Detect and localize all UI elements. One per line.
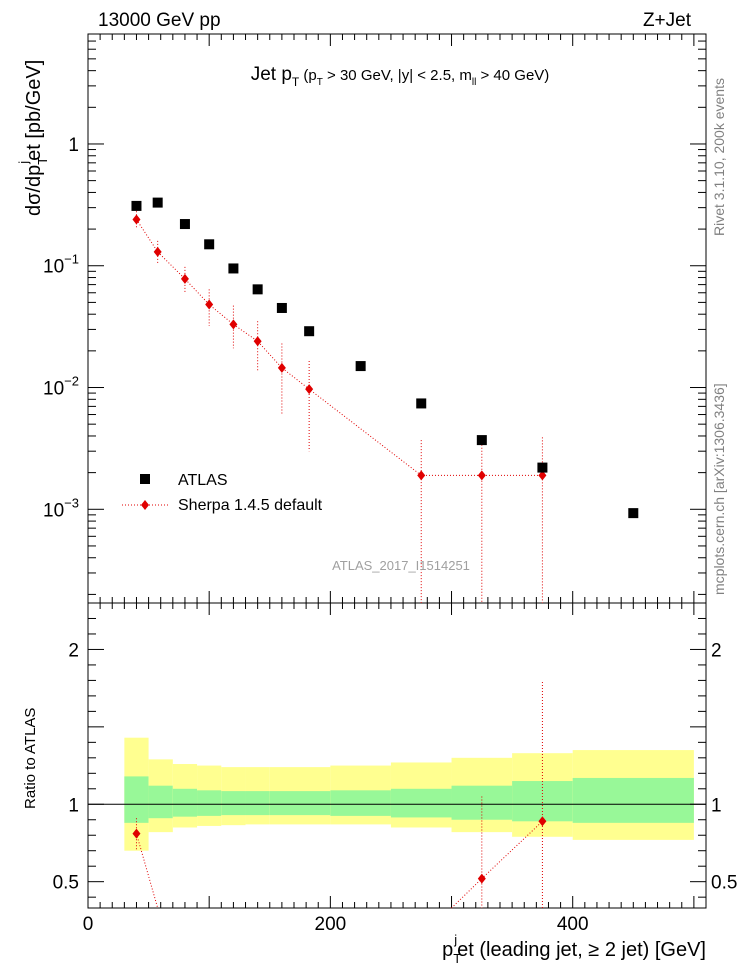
data-point [476, 435, 487, 446]
mcplots-label: mcplots.cern.ch [arXiv:1306.3436] [711, 383, 727, 595]
band-inner [269, 791, 294, 816]
mc-point [305, 384, 314, 395]
main-y-axis-label: dσ/dpTjet [pb/GeV] [16, 60, 50, 216]
legend: ATLAS Sherpa 1.4.5 default [122, 472, 323, 514]
y-tick-label: 10−3 [43, 495, 79, 521]
mc-point [229, 319, 238, 330]
ratio-y-tick-label: 1 [68, 795, 79, 816]
header-left: 13000 GeV pp [98, 10, 221, 31]
ratio-mc-point [538, 816, 547, 827]
data-point [252, 284, 263, 295]
band-inner [148, 785, 173, 819]
ratio-uncertainty-bands [88, 737, 706, 851]
ratio-y-tick-label-right: 2 [711, 640, 722, 661]
data-point [537, 462, 548, 473]
data-marks [131, 197, 639, 909]
ratio-panel-frame [87, 602, 707, 909]
band-inner [221, 791, 246, 816]
data-point [228, 263, 239, 274]
header-right: Z+Jet [643, 10, 692, 31]
data-point [304, 326, 315, 337]
band-inner [172, 788, 198, 817]
mc-point [205, 299, 214, 310]
y-tick-label: 10−1 [43, 252, 79, 278]
y-tick-label: 1 [68, 135, 79, 156]
data-point [179, 219, 190, 230]
band-inner [390, 788, 452, 818]
x-tick-label: 400 [557, 914, 589, 935]
band-inner [294, 791, 331, 816]
band-inner [124, 776, 149, 823]
mc-point [477, 470, 486, 481]
data-point [276, 302, 287, 313]
data-point [152, 197, 163, 208]
data-point [628, 508, 639, 519]
ratio-y-tick-label-right: 0.5 [711, 873, 737, 894]
legend-marker-sherpa [141, 500, 149, 510]
ratio-y-axis-label: Ratio to ATLAS [22, 708, 39, 809]
ratio-mc-line [135, 833, 159, 909]
plot-frames [87, 33, 707, 909]
y-tick-label: 10−2 [43, 374, 79, 400]
band-inner [245, 791, 270, 816]
ratio-y-tick-label: 0.5 [53, 873, 79, 894]
mc-point [538, 470, 547, 481]
main-title: Jet pT (pT > 30 GeV, |y| < 2.5, mll > 40… [251, 64, 550, 89]
band-inner [572, 777, 694, 823]
legend-label-atlas: ATLAS [178, 472, 228, 489]
mc-point [132, 214, 141, 225]
mc-line [136, 219, 543, 476]
band-inner [197, 790, 222, 816]
mc-point [417, 470, 426, 481]
ratio-mc-point [477, 873, 486, 884]
ratio-y-tick-label: 2 [68, 640, 79, 661]
rivet-version-label: Rivet 3.1.10, 200k events [711, 78, 727, 236]
data-point [204, 239, 215, 250]
data-point [355, 361, 366, 372]
legend-marker-atlas [140, 474, 150, 484]
x-axis-label: pTjet (leading jet, ≥ 2 jet) [GeV] [442, 932, 706, 966]
data-point [131, 200, 142, 211]
legend-label-sherpa: Sherpa 1.4.5 default [178, 497, 323, 514]
analysis-watermark: ATLAS_2017_I1514251 [332, 558, 470, 573]
axis-ticks: 0 200 400 10−3 10−2 10−1 1 0.5 0.5 1 1 2 2 [43, 33, 737, 935]
mc-point [277, 362, 286, 373]
mc-point [180, 273, 189, 284]
x-tick-label: 200 [315, 914, 347, 935]
ratio-mc-point [132, 828, 141, 839]
data-point [416, 398, 427, 409]
mc-point [253, 336, 262, 347]
band-inner [330, 790, 391, 816]
main-panel-frame [87, 33, 707, 604]
ratio-y-tick-label-right: 1 [711, 795, 722, 816]
x-tick-label: 0 [83, 914, 94, 935]
mc-point [153, 246, 162, 257]
